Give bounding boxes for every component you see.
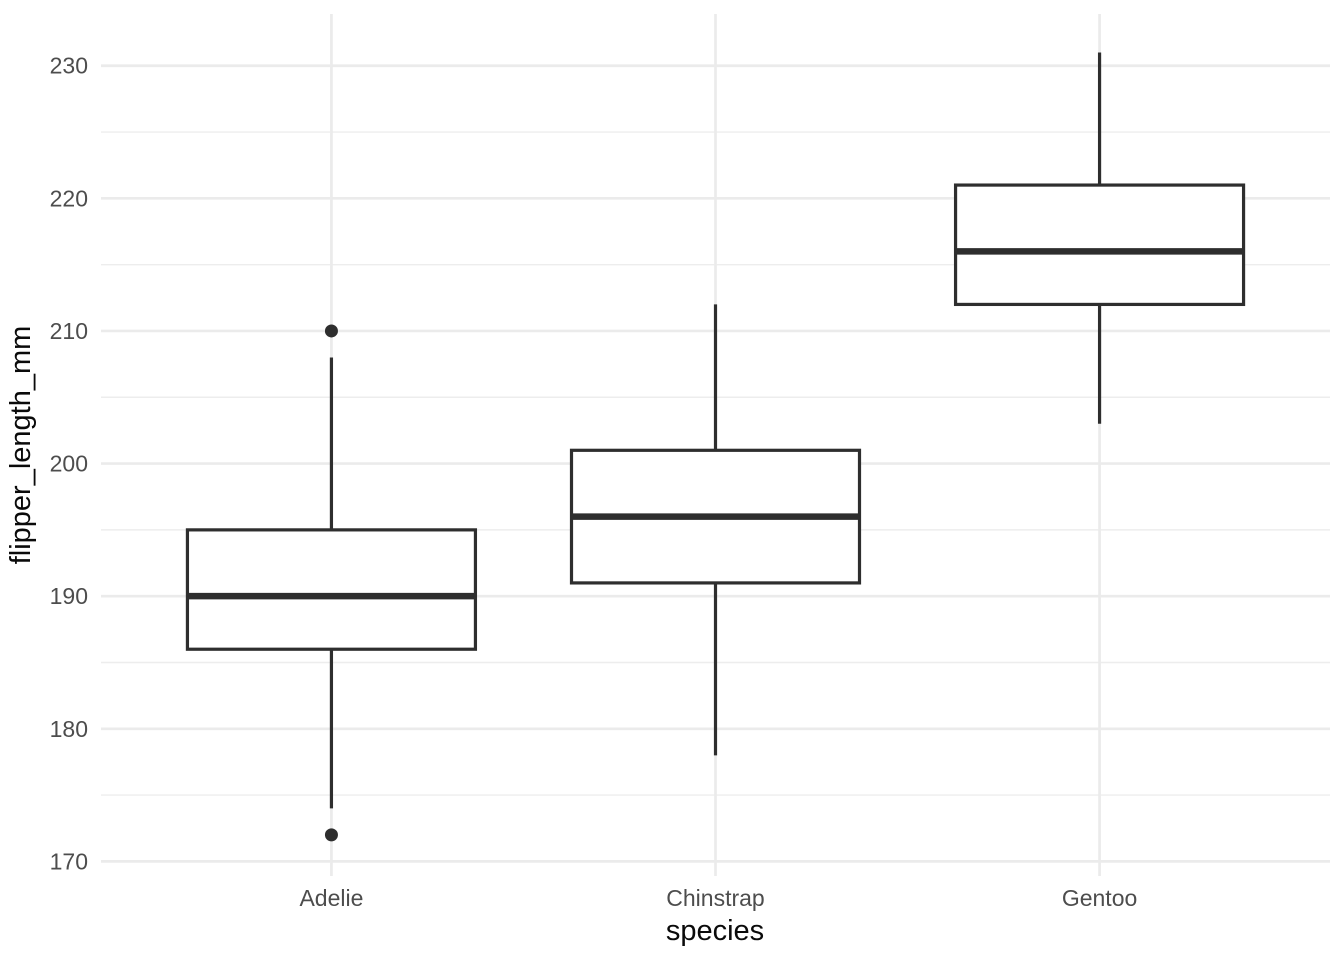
x-tick-label: Chinstrap [666,885,764,911]
x-tick-label: Adelie [299,885,363,911]
y-tick-label: 180 [50,716,88,742]
box-layer [185,52,1246,842]
boxplot-box [185,528,478,651]
outlier-point [324,324,338,338]
y-tick-label: 220 [50,185,88,211]
y-tick-label: 170 [50,848,88,874]
y-tick-label: 230 [50,53,88,79]
y-tick-label: 200 [50,451,88,477]
outlier-point [324,828,338,842]
x-tick-label: Gentoo [1062,885,1137,911]
y-axis-title: flipper_length_mm [5,326,37,565]
x-axis-title: species [666,915,764,947]
y-tick-label: 190 [50,583,88,609]
y-tick-label: 210 [50,318,88,344]
boxplot-box [953,183,1246,307]
axis-layer: 170 180 190 200 210 220 230 Adelie Chinstrap Gent… [50,53,1138,911]
